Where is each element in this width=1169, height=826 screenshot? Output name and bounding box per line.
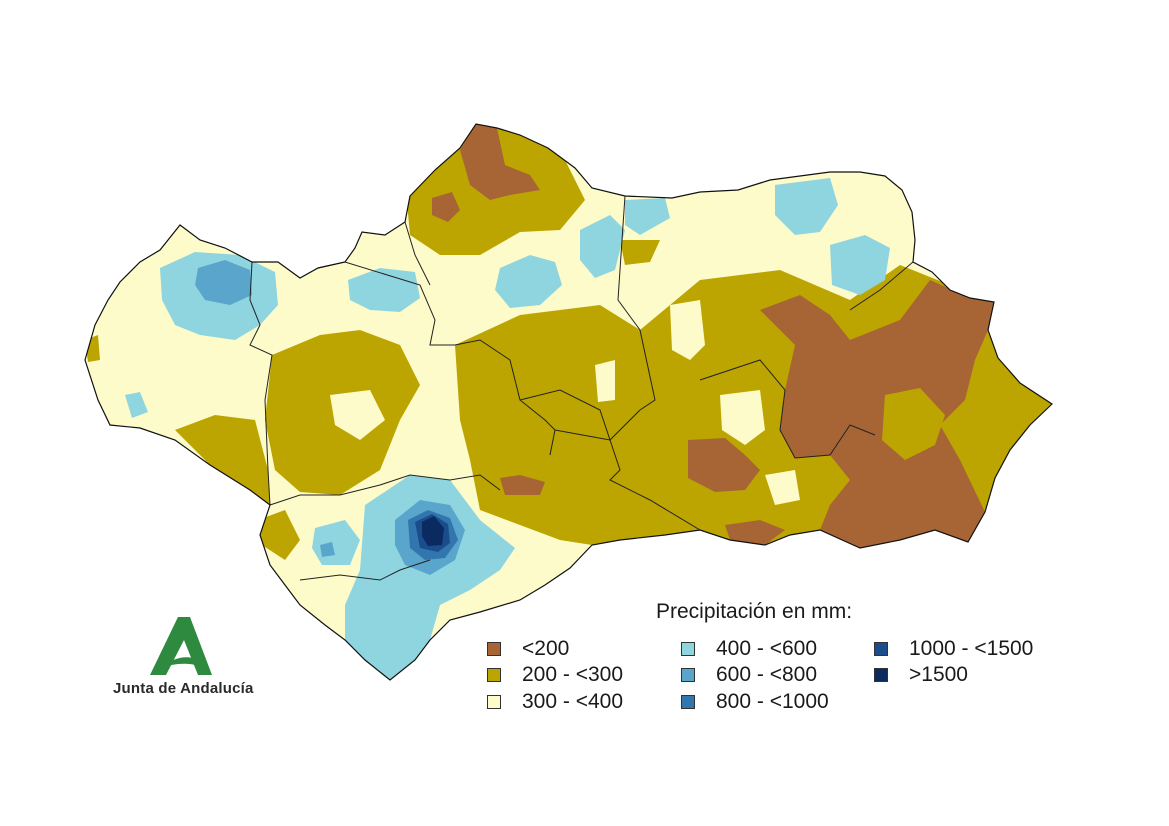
- zone-400-600: [625, 198, 670, 235]
- legend-swatch: [487, 668, 501, 682]
- zone-400-600: [830, 235, 890, 295]
- zone-200-300: [175, 415, 270, 505]
- legend-item-600-800: 600 - <800: [681, 663, 817, 687]
- zone-over-1500: [422, 516, 444, 546]
- legend-item-1000-1500: 1000 - <1500: [874, 637, 1033, 661]
- legend-item-800-1000: 800 - <1000: [681, 690, 829, 714]
- legend-item-200-300: 200 - <300: [487, 663, 623, 687]
- legend-swatch: [681, 668, 695, 682]
- legend-label: 1000 - <1500: [909, 637, 1034, 660]
- legend-item-300-400: 300 - <400: [487, 690, 623, 714]
- legend-label: 400 - <600: [716, 637, 818, 660]
- legend-label: 200 - <300: [522, 663, 624, 686]
- zone-under-200: [725, 520, 785, 545]
- legend-item-over-1500: >1500: [874, 663, 968, 687]
- zone-under-200: [460, 124, 540, 200]
- zone-300-400: [720, 390, 765, 445]
- legend-title: Precipitación en mm:: [656, 600, 853, 623]
- legend-swatch: [874, 642, 888, 656]
- zone-600-800: [320, 542, 335, 557]
- zone-200-300: [882, 388, 945, 460]
- legend-item-under-200: <200: [487, 637, 569, 661]
- zone-300-400: [670, 300, 705, 360]
- legend-item-400-600: 400 - <600: [681, 637, 817, 661]
- legend-swatch: [681, 695, 695, 709]
- zone-400-600: [495, 255, 562, 308]
- zone-400-600: [125, 392, 148, 418]
- zone-under-200: [760, 280, 994, 548]
- legend-label: 600 - <800: [716, 663, 818, 686]
- zone-under-200: [688, 438, 760, 492]
- legend-label: >1500: [909, 663, 968, 686]
- zone-300-400: [765, 470, 800, 505]
- zone-400-600: [580, 215, 625, 278]
- zone-300-400: [595, 360, 615, 402]
- logo-text: Junta de Andalucía: [113, 680, 254, 697]
- legend-swatch: [487, 695, 501, 709]
- legend-swatch: [874, 668, 888, 682]
- junta-logo-icon: [150, 617, 212, 675]
- zone-under-200: [432, 192, 460, 222]
- zone-200-300: [258, 510, 300, 560]
- legend-label: 800 - <1000: [716, 690, 829, 713]
- zone-400-600: [775, 178, 838, 235]
- legend-swatch: [681, 642, 695, 656]
- zone-300-400: [330, 390, 385, 440]
- legend-label: 300 - <400: [522, 690, 624, 713]
- legend-swatch: [487, 642, 501, 656]
- zone-600-800: [195, 260, 252, 305]
- zone-400-600: [345, 475, 515, 680]
- zone-under-200: [500, 475, 545, 495]
- zone-200-300: [620, 240, 660, 265]
- legend-label: <200: [522, 637, 570, 660]
